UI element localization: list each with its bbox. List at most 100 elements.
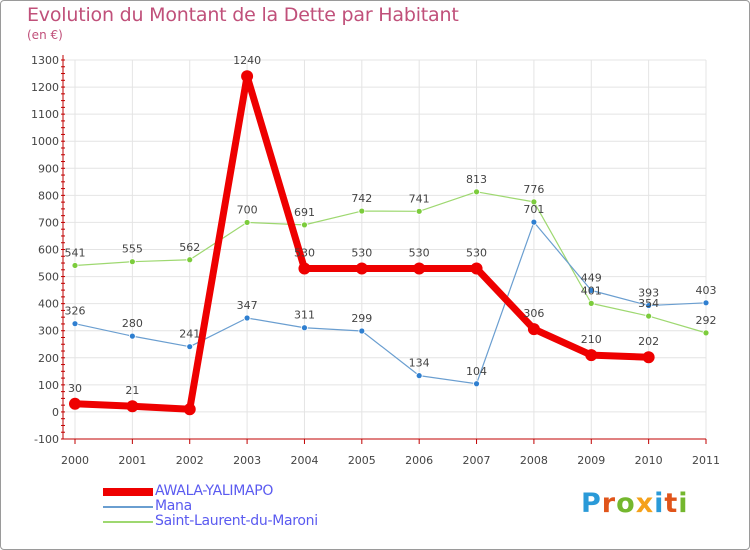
data-label-mana-2009: 449 <box>581 271 602 284</box>
y-tick-label: 800 <box>38 189 59 202</box>
x-tick-label: 2011 <box>692 454 720 467</box>
y-tick-label: 400 <box>38 298 59 311</box>
chart-title: Evolution du Montant de la Dette par Hab… <box>27 4 459 26</box>
x-tick-label: 2000 <box>61 454 89 467</box>
data-label-awala-yalimapo-2007: 530 <box>466 246 487 259</box>
x-tick-label: 2002 <box>176 454 204 467</box>
logo-letter: i <box>678 488 689 519</box>
legend-swatch-awala-yalimapo <box>103 487 153 496</box>
data-label-saint-laurent-du-maroni-2005: 742 <box>351 192 372 205</box>
data-point-saint-laurent-du-maroni-2011 <box>702 329 710 337</box>
data-label-awala-yalimapo-2010: 202 <box>638 335 659 348</box>
data-label-saint-laurent-du-maroni-2000: 541 <box>65 246 86 259</box>
data-point-mana-2006 <box>415 372 423 380</box>
y-tick-label: 300 <box>38 325 59 338</box>
data-label-mana-2010: 393 <box>638 287 659 300</box>
data-label-awala-yalimapo-2005: 530 <box>351 246 372 259</box>
data-label-awala-yalimapo-2000: 30 <box>68 382 82 395</box>
axis-layer: -100 0 100 200 300 400 500 600 700 800 900 1000 1100… <box>31 54 720 467</box>
data-point-awala-yalimapo-2001 <box>126 400 139 413</box>
x-tick-label: 2009 <box>577 454 605 467</box>
data-point-awala-yalimapo-2005 <box>355 262 368 275</box>
data-point-saint-laurent-du-maroni-2007 <box>473 188 480 196</box>
data-point-awala-yalimapo-2009 <box>585 349 598 362</box>
data-point-mana-2001 <box>128 332 136 340</box>
y-tick-label: 600 <box>38 244 59 257</box>
data-label-layer: 30 21 1240 530 530 530 530 306 210 202 326 280 241 34… <box>65 54 717 397</box>
logo-letter: o <box>616 488 636 519</box>
data-label-awala-yalimapo-2003: 1240 <box>233 54 261 67</box>
data-label-awala-yalimapo-2008: 306 <box>523 307 544 320</box>
x-tick-label: 2004 <box>290 454 318 467</box>
data-point-mana-2004 <box>301 324 308 332</box>
data-point-awala-yalimapo-2007 <box>470 262 483 275</box>
data-label-saint-laurent-du-maroni-2008: 776 <box>523 183 544 196</box>
data-point-awala-yalimapo-2006 <box>413 262 426 275</box>
legend-item-awala-yalimapo: AWALA-YALIMAPO <box>103 484 343 499</box>
legend: AWALA-YALIMAPO Mana Saint-Laurent-du-Mar… <box>103 484 343 529</box>
y-tick-label: 900 <box>38 162 59 175</box>
y-tick-label: 700 <box>38 216 59 229</box>
data-label-mana-2007: 104 <box>466 365 487 378</box>
series-layer <box>69 70 710 416</box>
y-tick-label: 1000 <box>31 135 59 148</box>
data-point-saint-laurent-du-maroni-2009 <box>587 299 595 307</box>
data-label-saint-laurent-du-maroni-2007: 813 <box>466 173 487 186</box>
proxiti-logo: Proxiti <box>581 488 689 519</box>
data-point-mana-2011 <box>702 299 710 307</box>
series-line-saint-laurent-du-maroni <box>74 191 707 334</box>
chart-unit: (en €) <box>27 28 63 42</box>
legend-swatch-saint-laurent-du-maroni <box>103 520 153 523</box>
data-point-saint-laurent-du-maroni-2002 <box>186 256 194 264</box>
data-point-saint-laurent-du-maroni-2001 <box>128 258 136 266</box>
logo-letter: i <box>654 488 665 519</box>
legend-item-mana: Mana <box>103 499 343 514</box>
y-tick-label: 200 <box>38 352 59 365</box>
series-line-mana <box>74 221 707 385</box>
data-point-awala-yalimapo-2003 <box>241 70 254 83</box>
logo-letter: t <box>664 488 679 519</box>
data-label-saint-laurent-du-maroni-2002: 562 <box>179 241 200 254</box>
x-tick-label: 2003 <box>233 454 261 467</box>
x-tick-label: 2001 <box>118 454 146 467</box>
legend-label-mana: Mana <box>155 498 192 514</box>
data-point-saint-laurent-du-maroni-2005 <box>358 207 366 215</box>
legend-item-saint-laurent-du-maroni: Saint-Laurent-du-Maroni <box>103 514 343 529</box>
x-tick-label: 2007 <box>463 454 491 467</box>
logo-letter: P <box>581 488 602 519</box>
data-label-awala-yalimapo-2001: 21 <box>125 384 139 397</box>
data-point-mana-2003 <box>243 314 251 322</box>
data-label-saint-laurent-du-maroni-2009: 401 <box>581 284 602 297</box>
data-point-awala-yalimapo-2004 <box>298 262 311 275</box>
data-label-mana-2000: 326 <box>65 305 86 318</box>
data-point-saint-laurent-du-maroni-2008 <box>530 198 538 206</box>
y-tick-label: 500 <box>38 271 59 284</box>
data-label-saint-laurent-du-maroni-2004: 691 <box>294 206 315 219</box>
data-point-mana-2007 <box>473 380 480 388</box>
data-label-saint-laurent-du-maroni-2006: 741 <box>409 192 430 205</box>
legend-swatch-mana <box>103 505 153 508</box>
data-point-mana-2000 <box>71 320 79 328</box>
data-point-awala-yalimapo-2000 <box>69 397 81 410</box>
data-point-saint-laurent-du-maroni-2000 <box>71 262 79 269</box>
data-label-awala-yalimapo-2006: 530 <box>409 246 430 259</box>
data-label-saint-laurent-du-maroni-2003: 700 <box>237 203 258 216</box>
data-point-saint-laurent-du-maroni-2003 <box>243 219 251 226</box>
data-label-saint-laurent-du-maroni-2011: 292 <box>696 314 717 327</box>
data-point-mana-2010 <box>645 302 653 309</box>
data-point-saint-laurent-du-maroni-2004 <box>301 221 308 229</box>
legend-label-saint-laurent-du-maroni: Saint-Laurent-du-Maroni <box>155 513 318 529</box>
y-tick-label: 0 <box>52 406 59 419</box>
x-tick-label: 2008 <box>520 454 548 467</box>
y-tick-label: 1100 <box>31 108 59 121</box>
data-label-saint-laurent-du-maroni-2001: 555 <box>122 243 143 256</box>
data-label-mana-2005: 299 <box>351 312 372 325</box>
data-point-mana-2005 <box>358 327 366 335</box>
x-tick-label: 2010 <box>635 454 663 467</box>
y-tick-label: 1200 <box>31 81 59 94</box>
data-point-mana-2002 <box>186 343 194 351</box>
data-label-mana-2004: 311 <box>294 309 315 322</box>
logo-letter: r <box>601 488 617 519</box>
